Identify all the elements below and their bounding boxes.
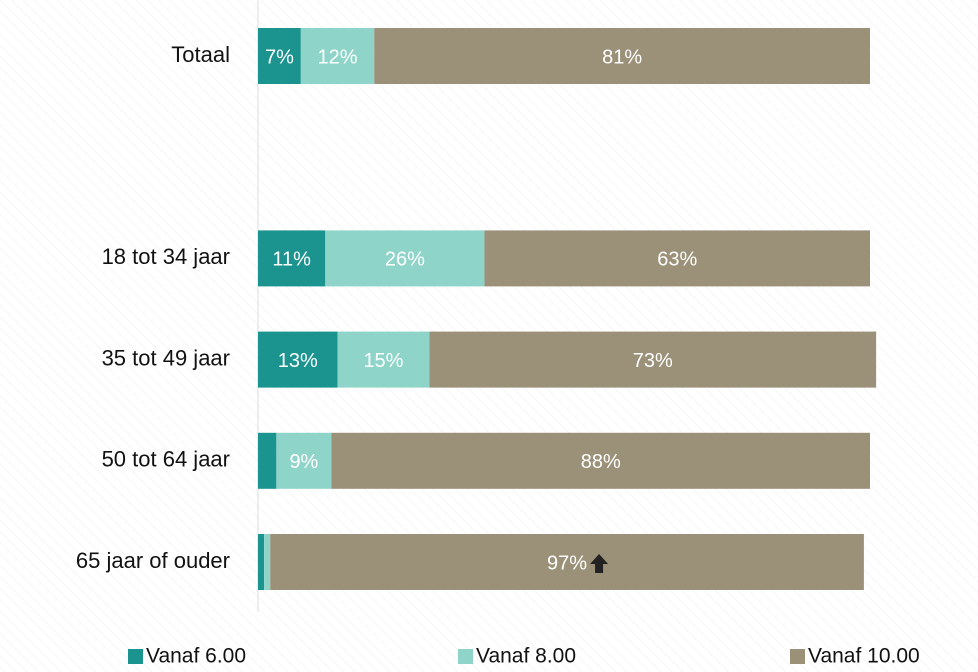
bar-segment — [258, 534, 265, 590]
bar-segment — [325, 230, 485, 287]
bar-segment — [258, 28, 301, 84]
category-label: Totaal — [171, 42, 230, 67]
category-label: 65 jaar of ouder — [76, 548, 230, 573]
legend-label: Vanaf 6.00 — [146, 645, 246, 668]
legend-swatch — [790, 649, 805, 664]
category-label: 35 tot 49 jaar — [102, 345, 230, 370]
bar-segment — [429, 331, 877, 388]
bar-segment — [276, 432, 332, 489]
bar-segment — [374, 28, 870, 84]
value-label: 26% — [385, 249, 425, 271]
value-label: 97% — [547, 552, 587, 574]
value-label: 73% — [633, 350, 673, 372]
category-label: 50 tot 64 jaar — [102, 447, 230, 472]
bar-segment — [300, 28, 375, 84]
value-label: 11% — [272, 249, 311, 271]
value-label: 81% — [602, 46, 642, 68]
value-label: 88% — [581, 451, 621, 473]
legend-swatch — [128, 649, 143, 664]
category-label: 18 tot 34 jaar — [102, 244, 230, 269]
value-label: 63% — [657, 249, 697, 271]
bar-segment — [270, 534, 864, 590]
bar-segment — [337, 331, 430, 388]
bar-segment — [258, 432, 277, 489]
value-label: 7% — [265, 46, 294, 68]
legend-swatch — [458, 649, 473, 664]
value-label: 15% — [363, 350, 403, 372]
legend-label: Vanaf 10.00 — [808, 645, 920, 668]
bar-segment — [258, 230, 326, 287]
value-label: 12% — [318, 46, 358, 68]
bar-segment — [258, 331, 338, 388]
bar-segment — [264, 534, 271, 590]
legend-label: Vanaf 8.00 — [476, 645, 576, 668]
bar-segment — [331, 432, 870, 489]
bar-segment — [484, 230, 870, 287]
value-label: 9% — [289, 451, 318, 473]
significance-arrow — [590, 554, 609, 573]
value-label: 13% — [278, 350, 318, 372]
